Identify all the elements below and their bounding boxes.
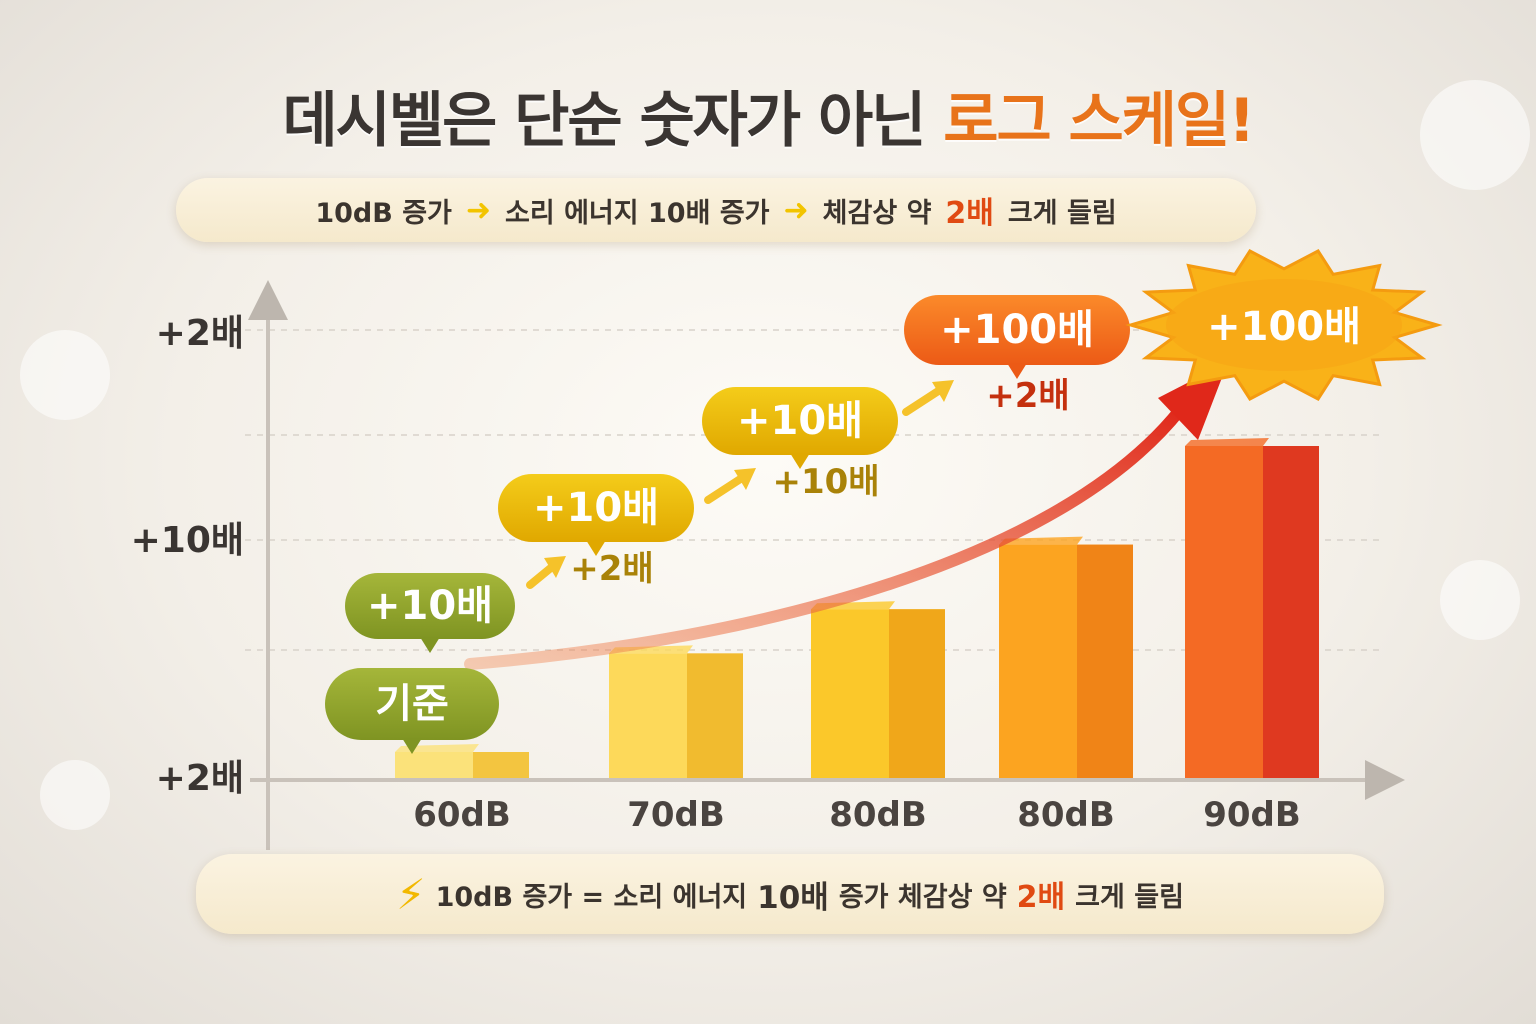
arrow-right-icon: ➜ bbox=[783, 192, 809, 228]
bar-side bbox=[1263, 446, 1319, 778]
y-tick-label: +2배 bbox=[156, 758, 244, 799]
bubble-tail bbox=[1007, 363, 1027, 379]
bubble-shape bbox=[325, 668, 499, 740]
y-tick-label: +10배 bbox=[131, 520, 244, 561]
bar-top bbox=[999, 536, 1083, 545]
summary-pill-bottom: ⚡ 10dB 증가 = 소리 에너지 10배 증가 체감상 약 2배 크게 들림 bbox=[196, 854, 1384, 934]
x-tick-label: 80dB bbox=[829, 795, 927, 835]
step-arrow-head bbox=[734, 468, 756, 490]
summary-text: 소리 에너지 10배 증가 bbox=[505, 197, 770, 229]
lightning-icon: ⚡ bbox=[396, 869, 426, 919]
bubble-label: +100배 bbox=[940, 307, 1094, 353]
bokeh-light bbox=[20, 330, 110, 420]
step-note: +2배 bbox=[986, 376, 1069, 416]
bubble-label: +10배 bbox=[367, 583, 493, 629]
bar-side bbox=[889, 609, 945, 778]
bubble-label: +10배 bbox=[737, 398, 863, 444]
summary-text: 10dB 증가 bbox=[315, 197, 452, 229]
title-accent: 로그 스케일! bbox=[943, 86, 1255, 156]
summary-text: 체감상 약 bbox=[822, 197, 932, 229]
bubble-shape bbox=[904, 295, 1130, 365]
summary-pill-top: 10dB 증가 ➜ 소리 에너지 10배 증가 ➜ 체감상 약 2배 크게 들림 bbox=[176, 178, 1256, 242]
annotation-bubble: +100배 bbox=[904, 295, 1130, 379]
bar bbox=[811, 601, 945, 778]
bubble-shape bbox=[702, 387, 898, 455]
annotation-bubble: +10배 +10배 bbox=[498, 462, 880, 556]
x-tick-label: 80dB bbox=[1017, 795, 1115, 835]
bubble-tail bbox=[420, 637, 440, 653]
bar-side bbox=[473, 752, 529, 778]
bar-top bbox=[1185, 438, 1269, 446]
bokeh-light bbox=[40, 760, 110, 830]
summary-text-strong: 10배 bbox=[757, 879, 829, 916]
x-tick-label: 70dB bbox=[627, 795, 725, 835]
annotation-bubble: +10배 +2배 bbox=[702, 376, 1070, 469]
bar-side bbox=[687, 653, 743, 778]
summary-text: 10dB 증가 = 소리 에너지 bbox=[435, 881, 748, 913]
step-note: +2배 bbox=[570, 549, 653, 589]
arrow-right-icon: ➜ bbox=[465, 192, 492, 228]
bokeh-light bbox=[1420, 80, 1530, 190]
bar bbox=[395, 744, 529, 778]
bar bbox=[1185, 438, 1319, 778]
summary-text: 크게 들림 bbox=[1007, 197, 1117, 229]
bar bbox=[999, 536, 1133, 778]
page-title: 데시벨은 단순 숫자가 아닌 로그 스케일! bbox=[0, 72, 1536, 159]
bubble-label: +100배 bbox=[1207, 304, 1361, 350]
step-arrow-head bbox=[932, 380, 954, 402]
title-main: 데시벨은 단순 숫자가 아닌 bbox=[282, 86, 944, 156]
annotation-bubble: +100배 bbox=[1125, 249, 1443, 401]
step-arrow-head bbox=[544, 556, 566, 578]
y-tick-label: +2배 bbox=[156, 313, 244, 354]
bokeh-light bbox=[1440, 560, 1520, 640]
bubble-tail bbox=[402, 738, 422, 754]
annotation-bubble: 기준 bbox=[325, 668, 499, 754]
summary-text: 증가 체감상 약 bbox=[838, 881, 1007, 913]
bubble-label: +10배 bbox=[533, 485, 659, 531]
bubble-shape bbox=[498, 474, 694, 542]
x-tick-label: 90dB bbox=[1203, 795, 1301, 835]
summary-highlight: 2배 bbox=[945, 196, 994, 231]
step-note: +10배 bbox=[772, 462, 879, 502]
bubble-shape bbox=[345, 573, 515, 639]
burst-core bbox=[1166, 279, 1402, 371]
bar-side bbox=[1077, 544, 1133, 778]
bubble-label: 기준 bbox=[375, 681, 449, 727]
bubble-tail bbox=[586, 540, 606, 556]
annotation-bubble: +10배 +2배 bbox=[345, 549, 654, 653]
bar bbox=[609, 645, 743, 778]
growth-arrow bbox=[464, 404, 1186, 670]
x-tick-label: 60dB bbox=[413, 795, 511, 835]
summary-highlight: 2배 bbox=[1016, 880, 1066, 915]
bubble-tail bbox=[790, 453, 810, 469]
summary-text: 크게 들림 bbox=[1075, 881, 1184, 913]
